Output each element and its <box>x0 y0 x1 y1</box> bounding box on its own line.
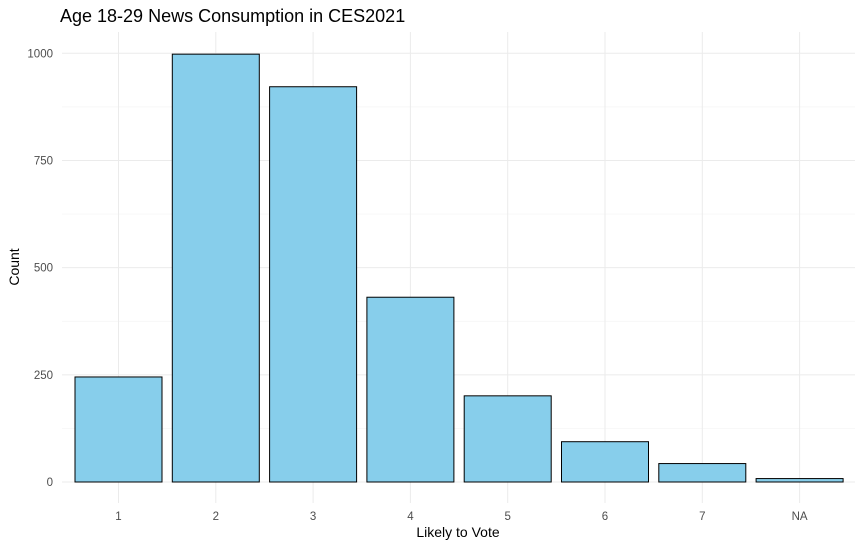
chart-title: Age 18-29 News Consumption in CES2021 <box>60 6 405 26</box>
y-tick-label: 1000 <box>27 48 53 60</box>
y-axis-ticks: 0 250 500 750 1000 <box>27 48 53 489</box>
x-axis-ticks: 1 2 3 4 5 6 7 NA <box>115 511 808 523</box>
y-tick-label: 250 <box>34 370 53 382</box>
y-tick-label: 750 <box>34 155 53 167</box>
x-tick-label: 7 <box>699 511 705 523</box>
bar-NA <box>755 478 844 483</box>
x-tick-label: 6 <box>602 511 608 523</box>
y-axis-title: Count <box>6 248 22 285</box>
x-tick-label: 4 <box>407 511 414 523</box>
x-tick-label: 2 <box>213 511 219 523</box>
bar-5 <box>463 395 552 483</box>
bar-7 <box>658 463 747 483</box>
bars <box>74 53 844 483</box>
x-tick-label: 1 <box>115 511 121 523</box>
bar-3 <box>269 86 358 483</box>
x-tick-label: 3 <box>310 511 316 523</box>
x-tick-label: NA <box>792 511 808 523</box>
x-axis-title: Likely to Vote <box>416 524 499 540</box>
x-tick-label: 5 <box>504 511 510 523</box>
y-tick-label: 500 <box>34 263 53 275</box>
bar-1 <box>74 376 163 483</box>
bar-6 <box>561 441 649 483</box>
bar-2 <box>171 53 260 483</box>
y-tick-label: 0 <box>47 477 53 489</box>
bar-4 <box>366 296 455 483</box>
